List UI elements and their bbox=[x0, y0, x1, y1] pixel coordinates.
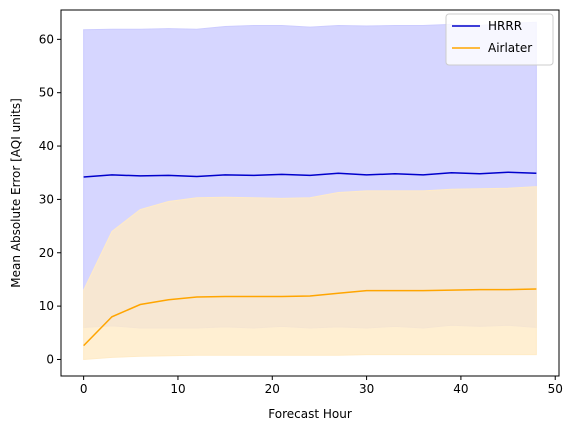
line-airlater bbox=[83, 288, 537, 347]
y-tick-label: 40 bbox=[39, 139, 54, 153]
legend-label-hrrr: HRRR bbox=[488, 19, 522, 33]
x-tick-label: 40 bbox=[453, 382, 468, 396]
y-axis-ticks: 0 10 20 30 40 50 60 bbox=[39, 32, 61, 366]
y-tick-label: 30 bbox=[39, 192, 54, 206]
x-axis-ticks: 0 10 20 30 40 50 bbox=[80, 376, 563, 396]
y-tick-label: 60 bbox=[39, 32, 54, 46]
series-lines bbox=[83, 171, 537, 347]
x-tick-label: 20 bbox=[265, 382, 280, 396]
x-tick-label: 30 bbox=[359, 382, 374, 396]
legend: HRRR Airlater bbox=[445, 13, 554, 66]
x-tick-label: 50 bbox=[548, 382, 563, 396]
y-tick-label: 50 bbox=[39, 86, 54, 100]
plot-frame bbox=[60, 9, 560, 377]
y-tick-label: 0 bbox=[46, 352, 54, 366]
x-axis-label: Forecast Hour bbox=[268, 407, 352, 421]
x-tick-label: 0 bbox=[80, 382, 88, 396]
band-airlater bbox=[83, 186, 537, 360]
x-tick-label: 10 bbox=[170, 382, 185, 396]
legend-label-airlater: Airlater bbox=[488, 41, 532, 55]
line-hrrr bbox=[83, 171, 537, 178]
y-tick-label: 10 bbox=[39, 299, 54, 313]
y-axis-label: Mean Absolute Error [AQI units] bbox=[9, 98, 23, 288]
y-tick-label: 20 bbox=[39, 246, 54, 260]
confidence-bands bbox=[83, 21, 537, 360]
